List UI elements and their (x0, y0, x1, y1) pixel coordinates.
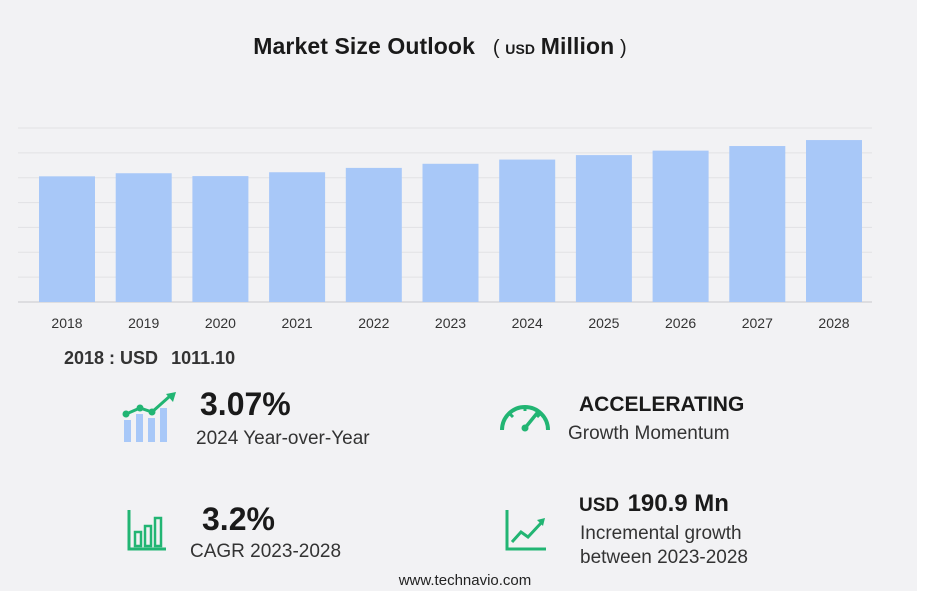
bar-2026 (652, 150, 709, 302)
x-tick-label-2028: 2028 (818, 315, 849, 331)
source-footer: www.technavio.com (398, 572, 532, 589)
x-tick-label-2025: 2025 (588, 315, 619, 331)
x-tick-label-2027: 2027 (742, 315, 773, 331)
x-tick-label-2020: 2020 (205, 315, 236, 331)
momentum-stat: ACCELERATING (579, 393, 744, 417)
x-tick-label-2018: 2018 (51, 315, 82, 331)
yoy-caption-wrap: 2024 Year-over-Year (196, 428, 370, 450)
cagr-caption-wrap: CAGR 2023-2028 (190, 541, 341, 563)
x-tick-label-2024: 2024 (512, 315, 543, 331)
base-year-value: 2018 : USD 1011.10 (64, 348, 235, 369)
x-tick-label-2023: 2023 (435, 315, 466, 331)
line-growth-icon (505, 510, 546, 551)
incremental-value: 190.9 Mn (627, 490, 729, 517)
base-year-amount: 1011.10 (171, 348, 236, 368)
incremental-prefix: USD (579, 495, 620, 516)
cagr-value: 3.2% (202, 501, 275, 537)
chart-bars (39, 140, 862, 302)
x-axis-labels: 2018 2019 2020 2021 2022 2023 2024 2025 2026 2027… (51, 315, 849, 331)
x-tick-label-2021: 2021 (282, 315, 313, 331)
bar-chart-icon (127, 510, 166, 551)
bar-2024 (499, 159, 556, 302)
bar-2023 (422, 163, 479, 302)
x-tick-label-2026: 2026 (665, 315, 696, 331)
chart-title: Market Size Outlook ( USD Million ) (0, 33, 880, 60)
yoy-stat: 3.07% (200, 386, 291, 423)
incremental-caption-line2: between 2023-2028 (580, 547, 748, 568)
chart-title-unit: ( USD Million ) (492, 33, 627, 59)
momentum-caption-wrap: Growth Momentum (568, 423, 730, 445)
bar-2021 (269, 172, 326, 302)
bar-2019 (115, 173, 172, 302)
incremental-stat: USD 190.9 Mn (579, 490, 729, 518)
speedometer-icon (500, 405, 550, 432)
bar-2020 (192, 176, 249, 302)
base-year-label: 2018 : USD (64, 348, 159, 368)
bar-line-growth-icon (122, 392, 176, 442)
yoy-caption: 2024 Year-over-Year (196, 428, 370, 449)
incremental-caption-line1: Incremental growth (580, 523, 742, 544)
momentum-head: ACCELERATING (579, 393, 745, 416)
momentum-caption: Growth Momentum (568, 423, 730, 444)
x-tick-label-2022: 2022 (358, 315, 389, 331)
chart-title-main: Market Size Outlook (253, 33, 475, 59)
cagr-caption: CAGR 2023-2028 (190, 541, 342, 562)
incremental-caption-wrap: Incremental growth between 2023-2028 (580, 522, 748, 570)
x-tick-label-2019: 2019 (128, 315, 159, 331)
bar-2025 (575, 155, 632, 302)
bar-2027 (729, 146, 786, 302)
cagr-stat: 3.2% (202, 501, 275, 538)
bar-2028 (806, 140, 862, 302)
bar-2018 (39, 176, 95, 302)
bar-chart: 2018 2019 2020 2021 2022 2023 2024 2025 2026 2027… (18, 127, 872, 331)
yoy-value: 3.07% (200, 386, 291, 422)
bar-2022 (345, 167, 402, 302)
